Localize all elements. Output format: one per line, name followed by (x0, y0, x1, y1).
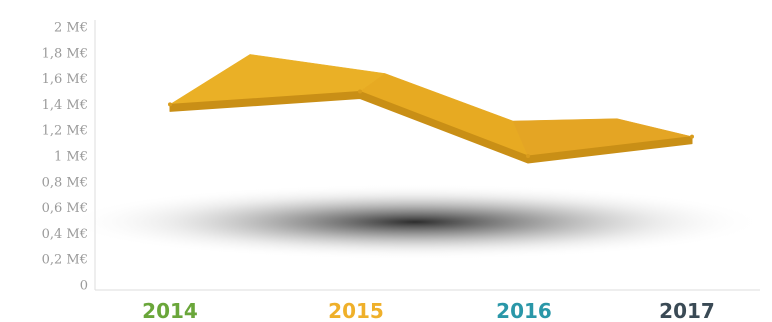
data-point (690, 134, 694, 139)
band-layer (168, 54, 694, 164)
data-point (168, 102, 172, 107)
y-tick-label: 0 (80, 279, 88, 294)
y-tick-label: 1 M€ (54, 150, 88, 165)
x-category-label: 2015 (328, 299, 384, 322)
ribbon-segment (359, 73, 529, 157)
y-tick-label: 1,6 M€ (42, 72, 88, 87)
y-tick-label: 0,8 M€ (42, 175, 88, 190)
y-tick-label: 1,8 M€ (42, 46, 88, 61)
y-tick-label: 0,4 M€ (42, 227, 88, 242)
data-point (358, 89, 362, 94)
data-point (526, 154, 530, 158)
floor-shadow (65, 184, 765, 260)
x-axis-labels: 2014 2015 2016 2017 (142, 299, 715, 322)
x-category-label: 2017 (659, 299, 715, 322)
y-tick-label: 1,4 M€ (42, 98, 88, 113)
y-tick-label: 0,6 M€ (42, 201, 88, 216)
x-category-label: 2014 (142, 299, 198, 322)
y-tick-label: 1,2 M€ (42, 124, 88, 139)
y-axis-ticks: 2 M€ 1,8 M€ 1,6 M€ 1,4 M€ 1,2 M€ 1 M€ 0,8 M€ 0,… (42, 21, 88, 294)
y-tick-label: 2 M€ (54, 21, 88, 36)
ribbon-front-edge (169, 91, 693, 164)
x-category-label: 2016 (496, 299, 552, 322)
y-tick-label: 0,2 M€ (42, 253, 88, 268)
